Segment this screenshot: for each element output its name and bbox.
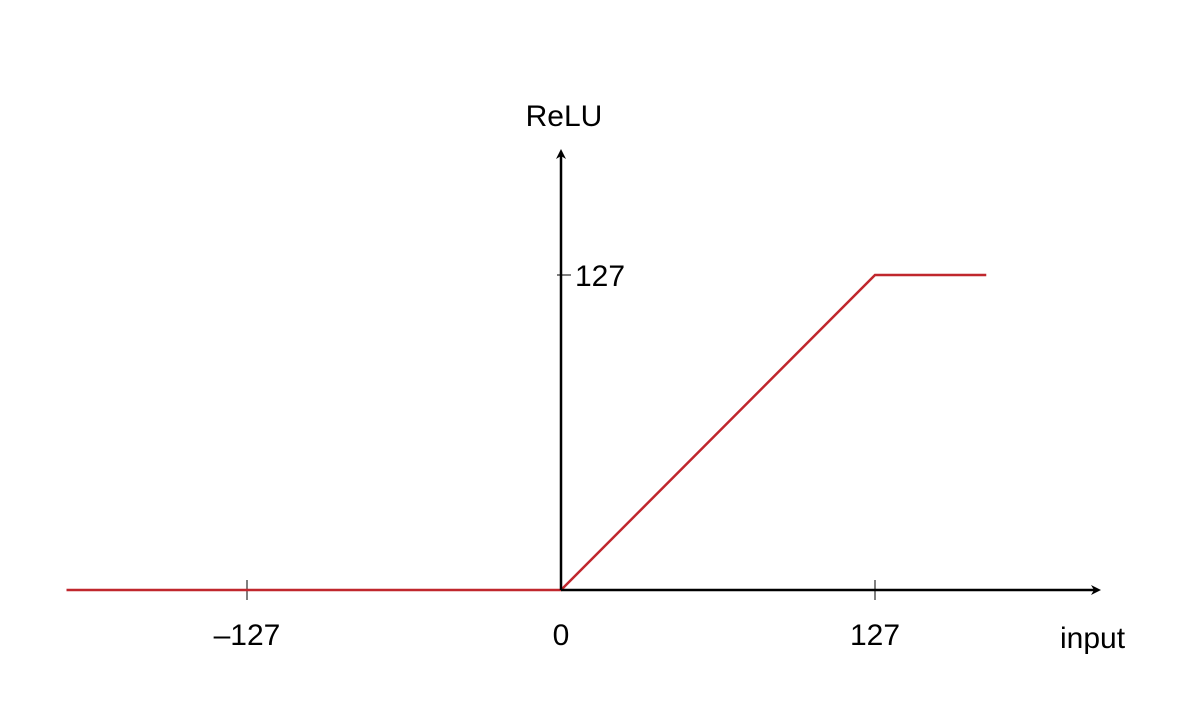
x-axis-title: input (1060, 622, 1126, 655)
x-tick-label-0: –127 (214, 619, 281, 652)
y-tick-label-0: 127 (575, 260, 625, 293)
x-tick-label-2: 127 (850, 619, 900, 652)
series-line-0 (66, 273, 987, 592)
y-axis-title: ReLU (526, 100, 603, 133)
x-tick-label-1: 0 (553, 619, 570, 652)
